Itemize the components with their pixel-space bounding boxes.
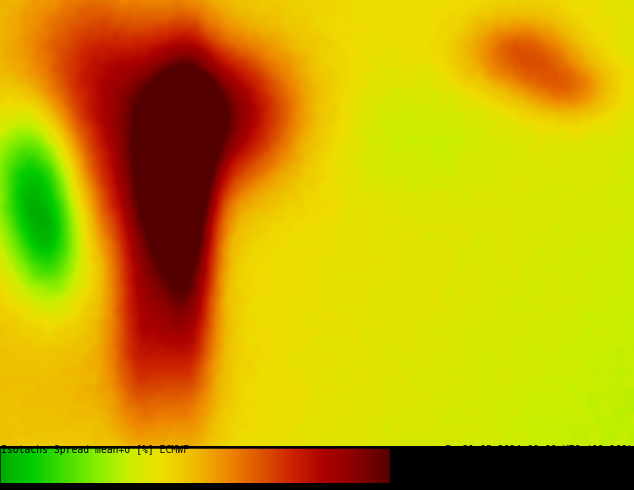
Text: Isotachs Spread mean+σ [%] ECMWF: Isotachs Spread mean+σ [%] ECMWF bbox=[1, 445, 190, 455]
Text: Fr 31-05-2024 00:00 UTC (00+168): Fr 31-05-2024 00:00 UTC (00+168) bbox=[444, 445, 633, 455]
